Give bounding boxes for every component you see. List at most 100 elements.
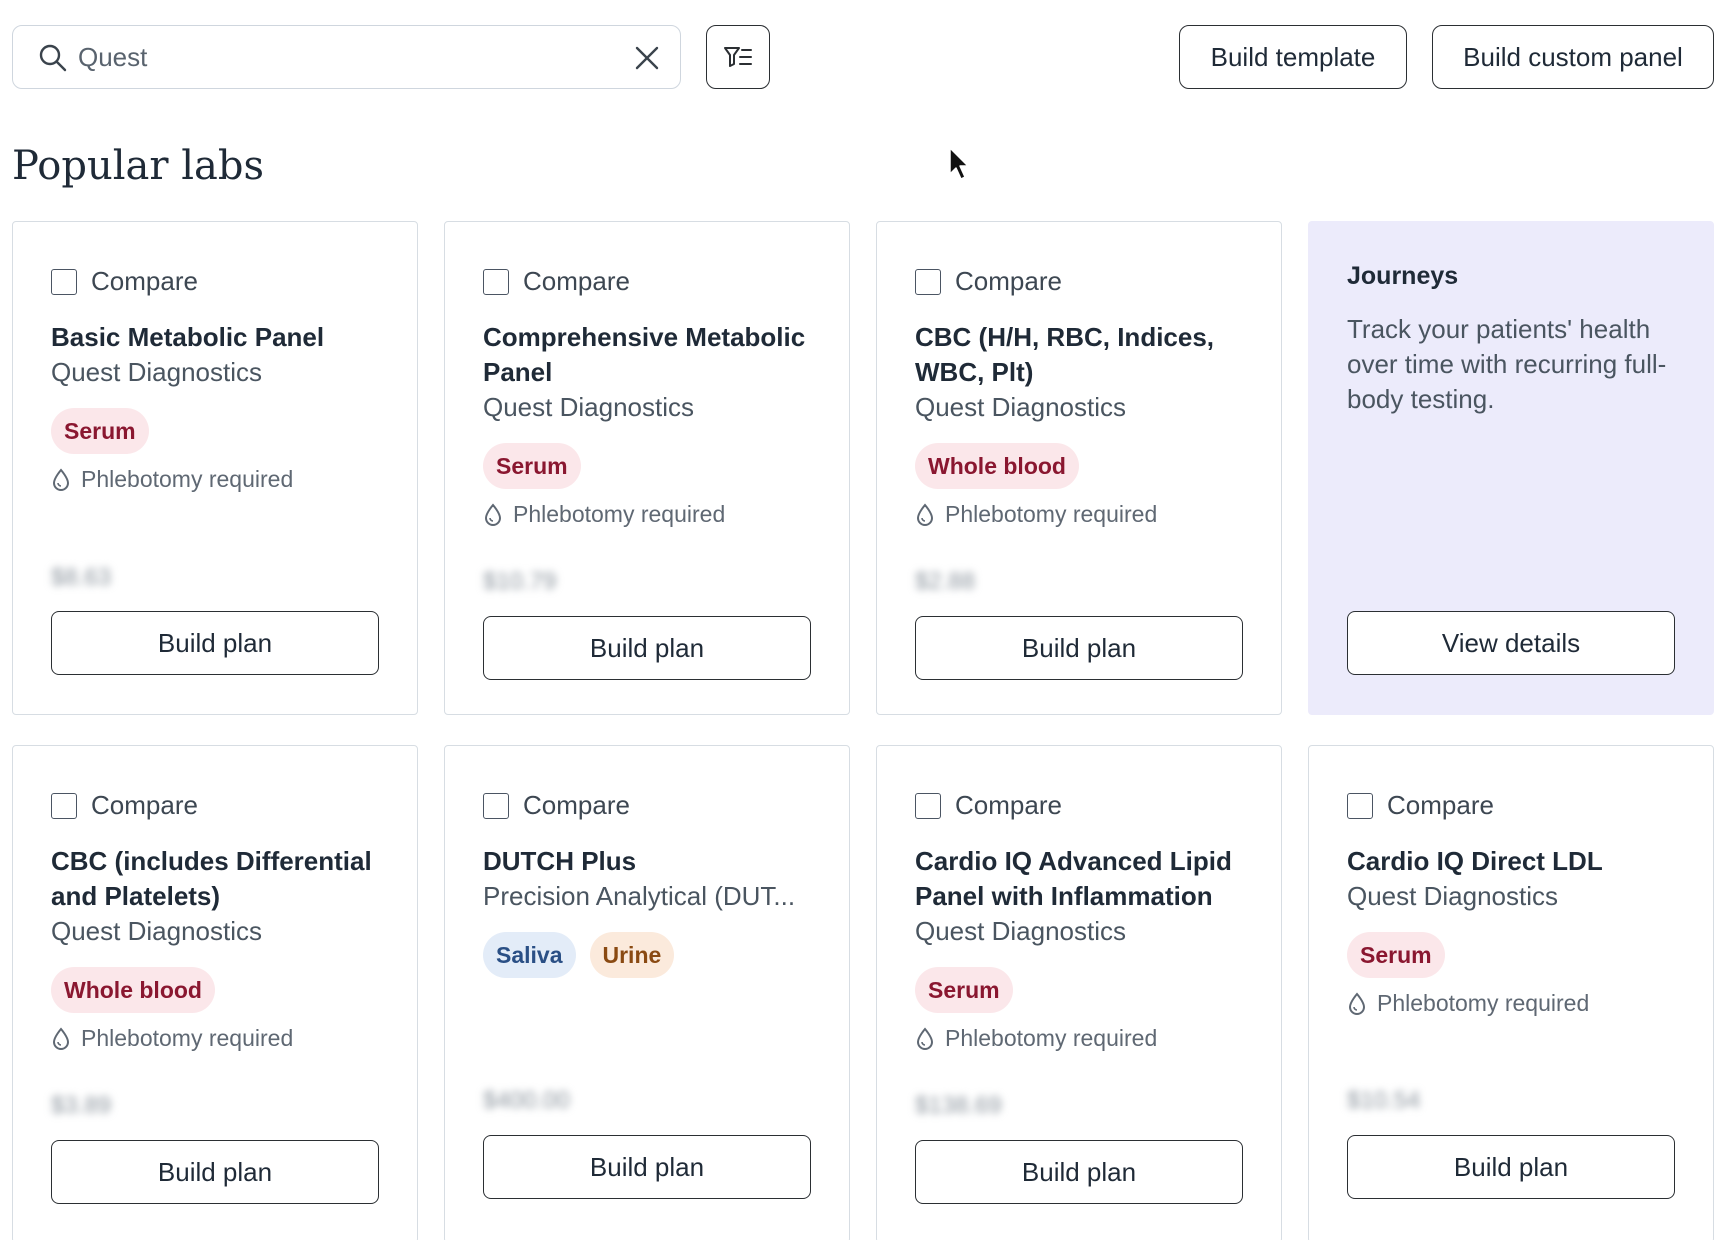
lab-provider: Quest Diagnostics: [915, 916, 1126, 946]
sample-type-badge: Serum: [483, 443, 581, 489]
compare-label: Compare: [91, 266, 198, 296]
droplet-icon: [52, 1026, 70, 1050]
compare-checkbox[interactable]: Compare: [483, 790, 630, 821]
phlebotomy-label: Phlebotomy required: [513, 501, 726, 527]
build-template-button[interactable]: Build template: [1179, 25, 1407, 89]
journey-description: Track your patients' health over time wi…: [1347, 314, 1667, 414]
lab-name: CBC (H/H, RBC, Indices, WBC, Plt): [915, 322, 1215, 387]
lab-price: $3.89: [51, 1092, 112, 1119]
build-plan-button[interactable]: Build plan: [915, 1140, 1243, 1204]
journey-title: Journeys: [1347, 262, 1459, 290]
build-plan-button[interactable]: Build plan: [1347, 1135, 1675, 1199]
build-plan-button[interactable]: Build plan: [915, 616, 1243, 680]
lab-name: Cardio IQ Direct LDL: [1347, 846, 1603, 876]
lab-name: CBC (includes Differential and Platelets…: [51, 846, 372, 911]
lab-provider: Quest Diagnostics: [51, 916, 262, 946]
checkbox[interactable]: [483, 792, 509, 819]
sample-type-tags: Serum: [51, 408, 387, 454]
lab-provider: Quest Diagnostics: [915, 392, 1126, 422]
build-plan-button[interactable]: Build plan: [51, 611, 379, 675]
compare-label: Compare: [523, 266, 630, 296]
lab-card: Compare CBC (includes Differential and Pl…: [12, 745, 418, 1240]
compare-label: Compare: [955, 266, 1062, 296]
lab-name: Comprehensive Metabolic Panel: [483, 322, 806, 387]
lab-card: Compare Cardio IQ Advanced Lipid Panel wi…: [876, 745, 1282, 1240]
build-plan-button[interactable]: Build plan: [483, 616, 811, 680]
phlebotomy-note: Phlebotomy required: [915, 501, 1251, 528]
phlebotomy-note: Phlebotomy required: [1347, 990, 1683, 1017]
checkbox[interactable]: [915, 792, 941, 819]
lab-provider: Quest Diagnostics: [1347, 881, 1558, 911]
sample-type-tags: Serum: [1347, 932, 1683, 978]
lab-name: DUTCH Plus: [483, 846, 637, 876]
compare-label: Compare: [1387, 790, 1494, 820]
droplet-icon: [484, 502, 502, 526]
compare-checkbox[interactable]: Compare: [915, 790, 1062, 821]
sample-type-badge: Saliva: [483, 932, 576, 978]
build-plan-button[interactable]: Build plan: [51, 1140, 379, 1204]
search-icon: [39, 44, 67, 72]
checkbox[interactable]: [915, 268, 941, 295]
compare-checkbox[interactable]: Compare: [483, 266, 630, 297]
phlebotomy-label: Phlebotomy required: [945, 1025, 1158, 1051]
lab-price: $10.79: [483, 568, 557, 595]
build-plan-button[interactable]: Build plan: [483, 1135, 811, 1199]
compare-checkbox[interactable]: Compare: [1347, 790, 1494, 821]
lab-card: Compare Cardio IQ Direct LDL Quest Diagnos…: [1308, 745, 1714, 1240]
lab-card: Compare CBC (H/H, RBC, Indices, WBC, Plt)…: [876, 221, 1282, 715]
lab-price: $400.00: [483, 1087, 570, 1114]
close-icon[interactable]: [634, 45, 660, 71]
compare-checkbox[interactable]: Compare: [915, 266, 1062, 297]
section-title: Popular labs: [12, 143, 264, 189]
sample-type-badge: Serum: [915, 967, 1013, 1013]
phlebotomy-label: Phlebotomy required: [81, 1025, 294, 1051]
phlebotomy-label: Phlebotomy required: [945, 501, 1158, 527]
phlebotomy-note: Phlebotomy required: [51, 1025, 387, 1052]
droplet-icon: [52, 467, 70, 491]
lab-price: $8.63: [51, 564, 112, 591]
lab-provider: Quest Diagnostics: [483, 392, 694, 422]
sample-type-tags: Serum: [483, 443, 819, 489]
lab-price: $10.54: [1347, 1087, 1421, 1114]
lab-provider: Precision Analytical (DUT...: [483, 881, 796, 911]
phlebotomy-note: Phlebotomy required: [915, 1025, 1251, 1052]
search-input[interactable]: Quest: [78, 41, 148, 72]
compare-label: Compare: [955, 790, 1062, 820]
lab-card: Compare Basic Metabolic Panel Quest Diagno…: [12, 221, 418, 715]
journeys-card: Journeys Track your patients' health over…: [1308, 221, 1714, 715]
droplet-icon: [916, 1026, 934, 1050]
filter-button[interactable]: [706, 25, 770, 89]
view-details-button[interactable]: View details: [1347, 611, 1675, 675]
sample-type-badge: Urine: [589, 932, 675, 978]
droplet-icon: [1348, 991, 1366, 1015]
filter-icon: [724, 47, 752, 67]
sample-type-badge: Serum: [1347, 932, 1445, 978]
sample-type-tags: Serum: [915, 967, 1251, 1013]
phlebotomy-note: Phlebotomy required: [51, 466, 387, 493]
mouse-cursor-icon: [949, 147, 969, 180]
checkbox[interactable]: [51, 792, 77, 819]
lab-card: Compare DUTCH Plus Precision Analytical (D…: [444, 745, 850, 1240]
sample-type-tags: Whole blood: [915, 443, 1251, 489]
phlebotomy-note: Phlebotomy required: [483, 501, 819, 528]
compare-label: Compare: [91, 790, 198, 820]
lab-price: $138.69: [915, 1092, 1002, 1119]
build-custom-panel-button[interactable]: Build custom panel: [1432, 25, 1714, 89]
lab-price: $2.88: [915, 568, 976, 595]
compare-label: Compare: [523, 790, 630, 820]
lab-name: Basic Metabolic Panel: [51, 322, 325, 352]
checkbox[interactable]: [483, 268, 509, 295]
lab-card: Compare Comprehensive Metabolic Panel Ques…: [444, 221, 850, 715]
droplet-icon: [916, 502, 934, 526]
sample-type-badge: Serum: [51, 408, 149, 454]
lab-name: Cardio IQ Advanced Lipid Panel with Infl…: [915, 846, 1232, 911]
compare-checkbox[interactable]: Compare: [51, 266, 198, 297]
checkbox[interactable]: [1347, 792, 1373, 819]
compare-checkbox[interactable]: Compare: [51, 790, 198, 821]
lab-provider: Quest Diagnostics: [51, 357, 262, 387]
sample-type-tags: Saliva Urine: [483, 932, 819, 978]
search-field[interactable]: Quest: [12, 25, 681, 89]
phlebotomy-label: Phlebotomy required: [1377, 990, 1590, 1016]
phlebotomy-label: Phlebotomy required: [81, 466, 294, 492]
checkbox[interactable]: [51, 268, 77, 295]
